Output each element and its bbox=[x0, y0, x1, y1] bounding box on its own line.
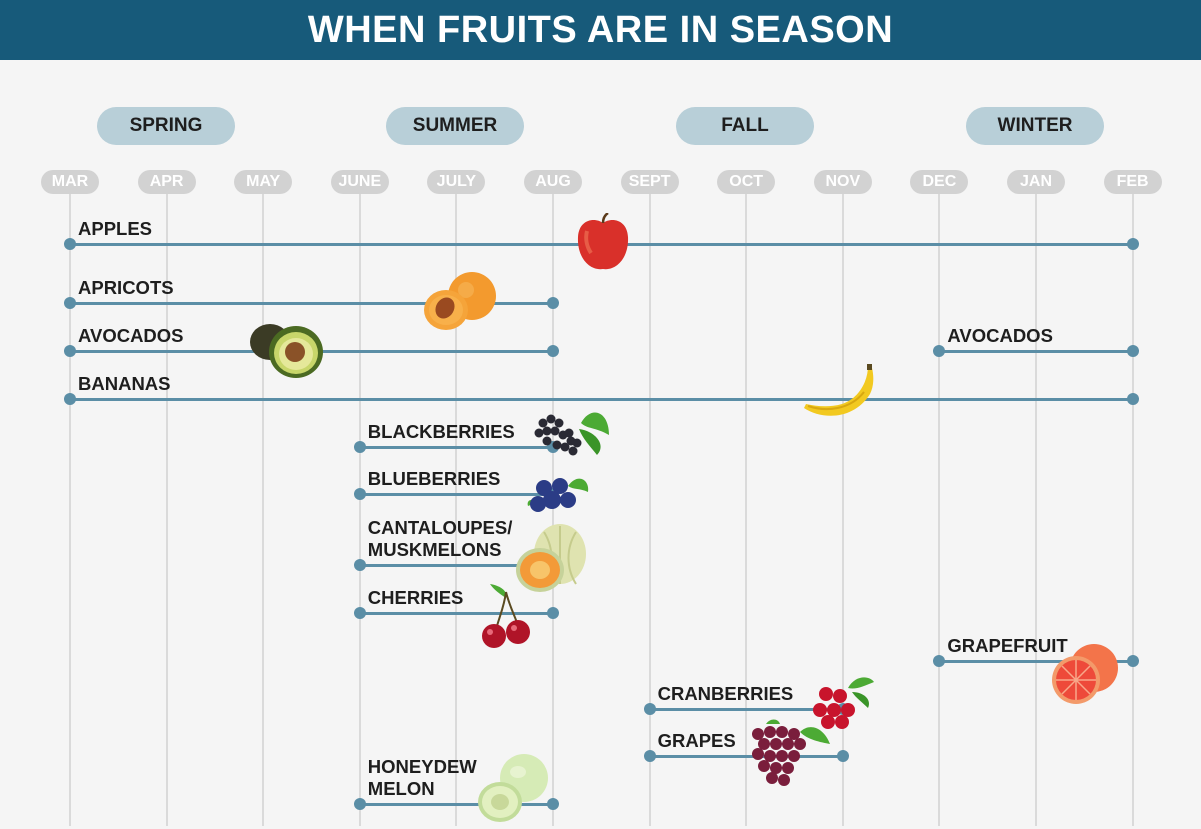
season-bar-grapes bbox=[649, 754, 843, 758]
avocado-icon bbox=[248, 320, 326, 387]
blackberry-icon bbox=[525, 405, 611, 466]
season-bar-bananas bbox=[70, 397, 1133, 401]
season-start-dot bbox=[353, 441, 366, 453]
season-bar-blackberries bbox=[359, 445, 553, 449]
season-pill-spring: SPRING bbox=[97, 107, 235, 145]
page-title: WHEN FRUITS ARE IN SEASON bbox=[0, 0, 1201, 60]
season-start-dot bbox=[64, 393, 76, 405]
month-gridline bbox=[455, 194, 458, 826]
fruit-label-apricots: APRICOTS bbox=[78, 277, 174, 298]
month-pill-mar: MAR bbox=[41, 170, 99, 194]
month-pill-oct: OCT bbox=[717, 170, 776, 194]
season-start-dot bbox=[64, 345, 76, 357]
season-start-dot bbox=[643, 750, 656, 762]
season-bar-cranberries bbox=[649, 707, 843, 711]
fruit-label-blueberries: BLUEBERRIES bbox=[367, 468, 501, 489]
month-gridline bbox=[69, 194, 71, 826]
apricot-icon bbox=[420, 270, 500, 341]
season-end-dot bbox=[547, 345, 559, 357]
fruit-label-cherries: CHERRIES bbox=[367, 587, 464, 608]
season-start-dot bbox=[933, 345, 946, 357]
fruit-label-avocados: AVOCADOS bbox=[947, 325, 1053, 346]
month-pill-nov: NOV bbox=[813, 170, 872, 194]
season-end-dot bbox=[1126, 655, 1139, 667]
month-gridline bbox=[745, 194, 748, 826]
season-start-dot bbox=[933, 655, 946, 667]
fruit-label-grapefruit: GRAPEFRUIT bbox=[947, 635, 1068, 656]
month-gridline bbox=[262, 194, 265, 826]
month-pill-june: JUNE bbox=[330, 170, 389, 194]
month-gridline bbox=[358, 194, 361, 826]
honeydew-icon bbox=[474, 752, 550, 829]
season-pill-summer: SUMMER bbox=[386, 107, 524, 145]
season-start-dot bbox=[643, 703, 656, 715]
month-pill-apr: APR bbox=[137, 170, 196, 194]
cantaloupe-icon bbox=[514, 522, 588, 601]
season-end-dot bbox=[836, 750, 849, 762]
cherry-icon bbox=[480, 584, 532, 655]
fruit-label-avocados: AVOCADOS bbox=[78, 325, 184, 346]
season-end-dot bbox=[1126, 345, 1139, 357]
season-start-dot bbox=[353, 607, 366, 619]
season-bar-cherries bbox=[359, 611, 553, 615]
fruit-label-bananas: BANANAS bbox=[78, 373, 171, 394]
season-start-dot bbox=[353, 559, 366, 571]
month-gridline bbox=[165, 194, 168, 826]
month-pill-dec: DEC bbox=[910, 170, 969, 194]
grapes-icon bbox=[744, 718, 834, 793]
month-pill-feb: FEB bbox=[1103, 170, 1162, 194]
fruit-label-apples: APPLES bbox=[78, 218, 153, 239]
season-end-dot bbox=[547, 297, 559, 309]
season-start-dot bbox=[64, 297, 76, 309]
month-pill-may: MAY bbox=[234, 170, 293, 194]
month-pill-july: JULY bbox=[427, 170, 486, 194]
month-pill-sept: SEPT bbox=[620, 170, 679, 194]
apple-icon bbox=[575, 211, 631, 280]
month-gridline bbox=[938, 194, 941, 826]
grapefruit-icon bbox=[1048, 642, 1120, 711]
season-end-dot bbox=[1126, 393, 1139, 405]
season-bar-blueberries bbox=[359, 492, 553, 496]
month-gridline bbox=[1035, 194, 1037, 826]
banana-icon bbox=[802, 364, 878, 431]
month-pill-jan: JAN bbox=[1007, 170, 1065, 194]
season-bar-avocados bbox=[939, 349, 1133, 353]
blueberry-icon bbox=[522, 472, 592, 521]
season-bar-grapefruit bbox=[939, 659, 1133, 663]
fruit-label-cranberries: CRANBERRIES bbox=[657, 683, 794, 704]
season-start-dot bbox=[353, 488, 366, 500]
fruit-label-cantaloupes-muskmelons: CANTALOUPES/MUSKMELONS bbox=[367, 517, 513, 560]
month-pill-aug: AUG bbox=[524, 170, 582, 194]
season-start-dot bbox=[64, 238, 76, 250]
season-end-dot bbox=[1126, 238, 1139, 250]
fruit-label-blackberries: BLACKBERRIES bbox=[367, 421, 515, 442]
cranberry-icon bbox=[808, 674, 878, 737]
month-gridline bbox=[648, 194, 651, 826]
month-gridline bbox=[1131, 194, 1134, 826]
season-end-dot bbox=[547, 798, 559, 810]
fruit-label-grapes: GRAPES bbox=[657, 730, 736, 751]
season-end-dot bbox=[547, 607, 559, 619]
season-pill-fall: FALL bbox=[676, 107, 814, 145]
season-bar-honeydew-melon bbox=[359, 802, 553, 806]
season-bar-cantaloupes-muskmelons bbox=[359, 563, 553, 567]
month-gridline bbox=[552, 194, 554, 826]
month-gridline bbox=[841, 194, 844, 826]
season-start-dot bbox=[353, 798, 366, 810]
fruit-label-honeydew-melon: HONEYDEW MELON bbox=[367, 756, 477, 799]
season-bar-apricots bbox=[70, 301, 553, 305]
season-pill-winter: WINTER bbox=[966, 107, 1104, 145]
